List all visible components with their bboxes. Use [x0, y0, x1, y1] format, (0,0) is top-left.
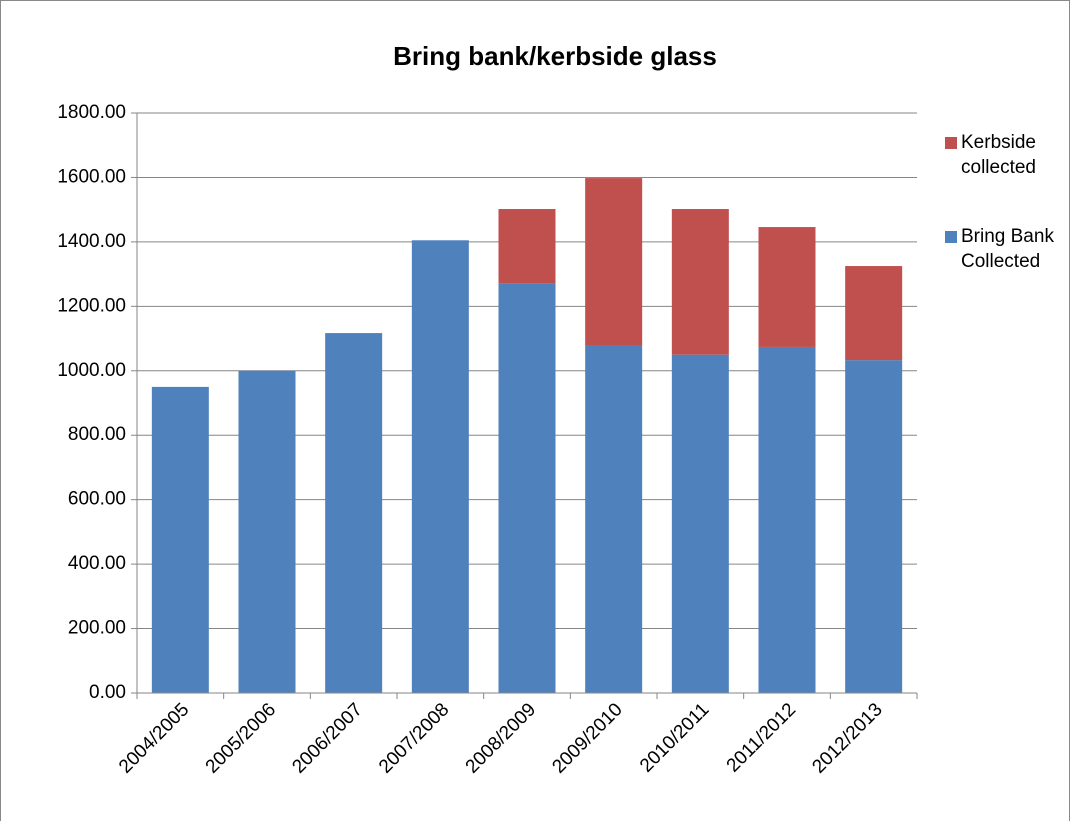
legend-item: Kerbside collected	[945, 130, 1070, 180]
y-tick-label: 400.00	[68, 553, 126, 574]
bar-segment	[845, 266, 903, 361]
bar-segment	[325, 333, 383, 693]
bar-segment	[238, 370, 296, 693]
bar-segment	[151, 386, 209, 693]
y-tick-label: 0.00	[89, 682, 126, 703]
bar-segment	[758, 346, 816, 693]
bar-segment	[498, 283, 556, 693]
legend-swatch	[945, 231, 957, 243]
y-tick-label: 1600.00	[57, 166, 126, 187]
legend-label: Bring Bank Collected	[961, 226, 1054, 272]
y-tick-label: 1000.00	[57, 360, 126, 381]
y-tick-label: 1200.00	[57, 295, 126, 316]
legend-swatch	[945, 137, 957, 149]
y-tick-label: 800.00	[68, 424, 126, 445]
legend-label: Kerbside collected	[961, 132, 1036, 178]
y-tick-label: 600.00	[68, 489, 126, 510]
y-tick-label: 200.00	[68, 618, 126, 639]
bar-segment	[411, 240, 469, 693]
bar-segment	[498, 209, 556, 284]
bar-segment	[671, 354, 729, 693]
bar-segment	[845, 360, 903, 693]
bar-segment	[758, 227, 816, 347]
bar-segment	[585, 345, 643, 693]
legend-item: Bring Bank Collected	[945, 224, 1070, 274]
bar-segment	[671, 209, 729, 355]
y-tick-label: 1400.00	[57, 231, 126, 252]
bar-segment	[585, 178, 643, 345]
y-tick-label: 1800.00	[57, 102, 126, 123]
chart-title: Bring bank/kerbside glass	[393, 41, 717, 71]
